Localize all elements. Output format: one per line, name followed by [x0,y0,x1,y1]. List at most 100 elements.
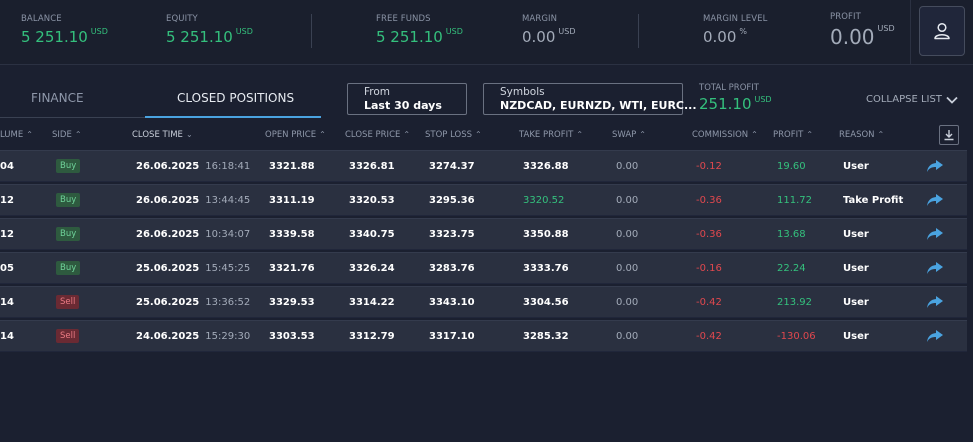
column-header-side[interactable]: SIDE ⌃ [52,130,82,140]
cell-take-profit: 3320.52 [523,195,565,206]
cell-swap: 0.00 [616,263,639,274]
table-row[interactable]: 12 Buy 26.06.2025 10:34:07 3339.58 3340.75 332… [0,218,967,250]
profit-label: PROFIT [830,12,861,22]
cell-close-price: 3312.79 [349,331,395,342]
share-icon[interactable] [926,227,944,241]
cell-stop-loss: 3323.75 [429,229,475,240]
positions-toolbar: FINANCE CLOSED POSITIONS From Last 30 da… [0,66,973,122]
total-profit: TOTAL PROFIT 251.10 USD [699,83,772,113]
tab-closed-positions[interactable]: CLOSED POSITIONS [177,91,295,105]
table-row[interactable]: 05 Buy 25.06.2025 15:45:25 3321.76 3326.24 328… [0,252,967,284]
free-funds-stat: FREE FUNDS 5 251.10 USD [376,14,463,46]
cell-swap: 0.00 [616,297,639,308]
cell-commission: -0.36 [696,229,722,240]
share-icon[interactable] [926,261,944,275]
table-row[interactable]: 14 Sell 25.06.2025 13:36:52 3329.53 3314.22 33… [0,286,967,318]
chevron-down-icon [946,96,958,104]
margin-label: MARGIN [522,14,558,24]
cell-close-time: 26.06.2025 13:44:45 [136,195,250,206]
cell-take-profit: 3350.88 [523,229,569,240]
tab-active-indicator [145,116,321,118]
margin-value: 0.00 [522,28,556,46]
equity-stat: EQUITY 5 251.10 USD [166,14,253,46]
free-funds-value: 5 251.10 [376,28,443,46]
table-row[interactable]: 04 Buy 26.06.2025 16:18:41 3321.88 3326.81 327… [0,150,967,182]
cell-swap: 0.00 [616,161,639,172]
cell-close-time: 24.06.2025 15:29:30 [136,331,250,342]
column-header-commission[interactable]: COMMISSION ⌃ [692,130,758,140]
cell-volume: 14 [0,331,14,342]
table-row[interactable]: 12 Buy 26.06.2025 13:44:45 3311.19 3320.53 329… [0,184,967,216]
user-account-button[interactable] [919,6,965,56]
tab-finance[interactable]: FINANCE [31,91,84,105]
download-icon [944,130,954,141]
symbols-filter[interactable]: Symbols NZDCAD, EURNZD, WTI, EURC... [483,83,697,115]
collapse-list-button[interactable]: COLLAPSE LIST [866,94,958,105]
total-profit-label: TOTAL PROFIT [699,83,759,93]
table-row[interactable]: 14 Sell 24.06.2025 15:29:30 3303.53 3312.79 33… [0,320,967,352]
margin-level-stat: MARGIN LEVEL 0.00% [703,14,767,46]
download-button[interactable] [939,125,959,145]
cell-take-profit: 3304.56 [523,297,569,308]
close-date: 26.06.2025 [136,229,200,240]
cell-swap: 0.00 [616,229,639,240]
close-date: 26.06.2025 [136,195,200,206]
cell-reason: User [843,263,869,274]
column-header-volume[interactable]: LUME ⌃ [0,130,33,140]
profit-stat: PROFIT 0.00 USD [830,12,895,49]
balance-value: 5 251.10 [21,28,88,46]
cell-open-price: 3339.58 [269,229,315,240]
total-profit-currency: USD [754,95,772,104]
column-header-profit[interactable]: PROFIT ⌃ [773,130,814,140]
divider [638,14,639,48]
cell-open-price: 3311.19 [269,195,315,206]
date-range-filter[interactable]: From Last 30 days [347,83,467,115]
margin-level-unit: % [739,27,748,36]
close-date: 26.06.2025 [136,161,200,172]
column-header-close-time[interactable]: CLOSE TIME ⌄ [132,130,193,140]
margin-level-label: MARGIN LEVEL [703,14,768,24]
column-header-open-price[interactable]: OPEN PRICE ⌃ [265,130,326,140]
symbols-value: NZDCAD, EURNZD, WTI, EURC... [500,99,697,112]
share-icon[interactable] [926,329,944,343]
cell-stop-loss: 3295.36 [429,195,475,206]
margin-stat: MARGIN 0.00 USD [522,14,576,46]
close-time: 15:29:30 [205,331,251,342]
share-icon[interactable] [926,193,944,207]
side-badge: Buy [56,159,81,173]
equity-value: 5 251.10 [166,28,233,46]
close-time: 16:18:41 [205,161,251,172]
cell-stop-loss: 3343.10 [429,297,475,308]
divider [311,14,312,48]
column-header-stop-loss[interactable]: STOP LOSS ⌃ [425,130,482,140]
cell-volume: 12 [0,229,14,240]
cell-close-price: 3314.22 [349,297,395,308]
balance-currency: USD [90,27,108,36]
cell-close-price: 3320.53 [349,195,395,206]
margin-currency: USD [558,27,576,36]
user-icon [934,22,950,40]
profit-currency: USD [877,24,895,33]
cell-reason: Take Profit [843,195,904,206]
column-header-swap[interactable]: SWAP ⌃ [612,130,646,140]
column-header-close-price[interactable]: CLOSE PRICE ⌃ [345,130,411,140]
cell-reason: User [843,161,869,172]
cell-close-price: 3326.81 [349,161,395,172]
equity-label: EQUITY [166,14,198,24]
cell-profit: 213.92 [777,297,812,308]
cell-take-profit: 3333.76 [523,263,569,274]
cell-commission: -0.42 [696,297,722,308]
cell-close-time: 26.06.2025 10:34:07 [136,229,250,240]
share-icon[interactable] [926,159,944,173]
close-date: 25.06.2025 [136,297,200,308]
cell-reason: User [843,229,869,240]
side-badge: Sell [56,329,80,343]
share-icon[interactable] [926,295,944,309]
cell-profit: -130.06 [777,331,816,342]
cell-close-price: 3340.75 [349,229,395,240]
side-badge: Buy [56,193,81,207]
column-header-take-profit[interactable]: TAKE PROFIT ⌃ [519,130,584,140]
cell-take-profit: 3326.88 [523,161,569,172]
column-header-reason[interactable]: REASON ⌃ [839,130,885,140]
cell-stop-loss: 3317.10 [429,331,475,342]
